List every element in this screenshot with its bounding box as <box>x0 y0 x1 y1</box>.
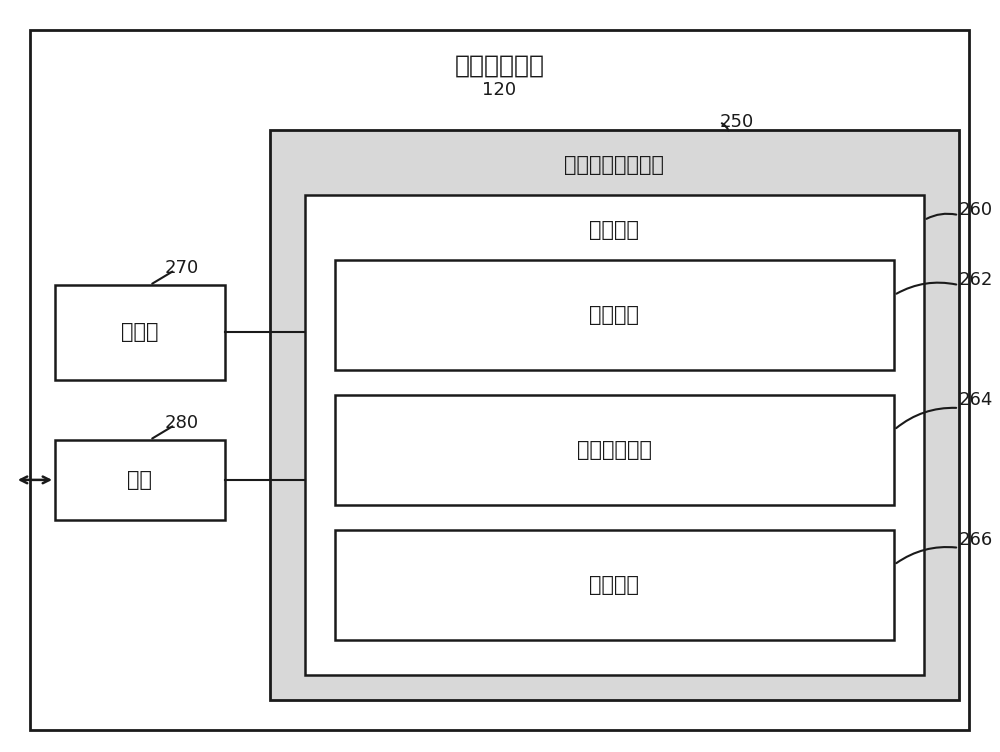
Text: 266: 266 <box>959 531 993 549</box>
Text: 270: 270 <box>165 259 199 277</box>
Text: 280: 280 <box>165 414 199 432</box>
Text: 片段生成指令: 片段生成指令 <box>577 440 652 460</box>
Text: 接口: 接口 <box>127 470 152 490</box>
Bar <box>335 530 894 640</box>
Text: 250: 250 <box>719 114 753 132</box>
Text: 提取指令: 提取指令 <box>589 305 639 325</box>
Text: 120: 120 <box>482 81 517 99</box>
Text: 机器可读存储介质: 机器可读存储介质 <box>564 155 664 175</box>
Text: 解释指令: 解释指令 <box>589 220 639 240</box>
Text: 评价指令: 评价指令 <box>589 575 639 595</box>
Bar <box>335 260 894 370</box>
Text: 262: 262 <box>959 271 993 289</box>
Bar <box>55 285 225 380</box>
Text: 264: 264 <box>959 391 993 409</box>
Bar <box>55 440 225 520</box>
Text: 引用解释设备: 引用解释设备 <box>454 53 544 77</box>
Text: 处理器: 处理器 <box>121 322 159 342</box>
Bar <box>305 196 924 675</box>
Bar <box>270 130 959 699</box>
Bar <box>335 395 894 505</box>
Text: 260: 260 <box>959 202 993 219</box>
